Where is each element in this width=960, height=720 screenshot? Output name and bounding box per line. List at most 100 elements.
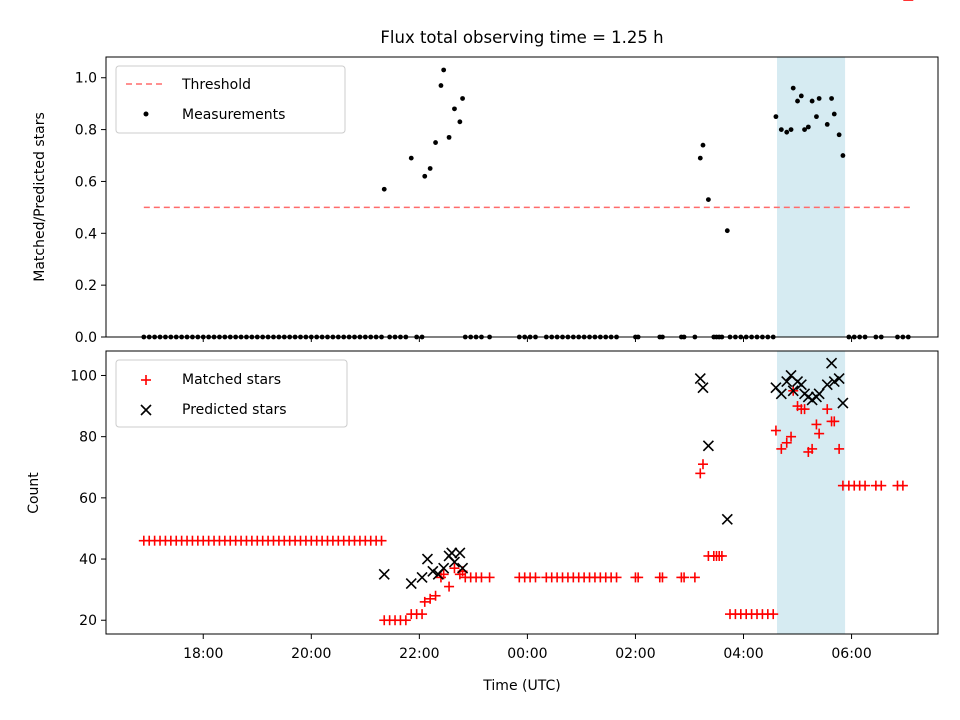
predicted-star-point xyxy=(833,372,845,385)
predicted-star-point xyxy=(795,379,807,391)
measurement-point xyxy=(829,96,834,101)
legend-threshold-label: Threshold xyxy=(181,77,251,93)
predicted-star-point xyxy=(378,568,390,580)
matched-star-point xyxy=(814,428,825,439)
legend-measurements-label: Measurements xyxy=(182,107,285,123)
measurement-point xyxy=(438,83,444,88)
predicted-star-point-b xyxy=(427,565,439,577)
predicted-star-point-b xyxy=(821,379,833,391)
measurement-point xyxy=(460,96,465,101)
predicted-star-point xyxy=(828,376,840,388)
y-tick-label: 0.2 xyxy=(75,278,97,294)
measurement-point xyxy=(805,124,811,130)
predicted-star-point xyxy=(416,571,428,583)
y-tick-label: 0.8 xyxy=(75,123,97,139)
measurement-point xyxy=(724,228,730,234)
predicted-star-point-b xyxy=(833,372,845,385)
matched-star-point xyxy=(417,609,428,620)
predicted-star-point-b xyxy=(770,382,782,394)
matched-star-point xyxy=(438,569,449,580)
predicted-star-point xyxy=(787,385,799,397)
bottom-matched-points xyxy=(138,0,914,626)
y-tick-label: 0.0 xyxy=(75,330,97,346)
matched-star-point xyxy=(768,609,779,620)
measurement-point xyxy=(446,134,452,140)
x-tick-label: 06:00 xyxy=(831,646,871,662)
predicted-star-point-b xyxy=(457,562,469,574)
predicted-star-point xyxy=(781,376,793,388)
measurement-point xyxy=(784,129,790,135)
top-legend: Threshold Measurements xyxy=(115,65,346,134)
legend-matched-label: Matched stars xyxy=(182,372,281,388)
bottom-legend: Matched stars Predicted stars xyxy=(115,359,348,428)
y-tick-label: 80 xyxy=(79,430,97,446)
predicted-star-point xyxy=(837,397,849,409)
predicted-star-point xyxy=(421,553,434,565)
measurement-point xyxy=(452,106,457,112)
x-tick-label: 18:00 xyxy=(183,646,223,662)
matched-star-point xyxy=(786,431,797,442)
matched-star-point xyxy=(400,615,411,626)
measurement-point xyxy=(427,166,433,171)
top-x-ticks xyxy=(202,337,853,342)
legend-matched-marker xyxy=(141,375,151,385)
y-tick-label: 20 xyxy=(79,613,97,629)
matched-star-point xyxy=(530,572,541,583)
bottom-y-axis-label: Count xyxy=(26,472,42,514)
legend-matched-swatch xyxy=(141,375,151,385)
x-tick-label: 04:00 xyxy=(723,646,763,662)
measurement-point xyxy=(700,142,706,148)
legend-measurements-swatch xyxy=(143,111,149,117)
matched-star-point xyxy=(770,425,781,436)
measurement-point xyxy=(381,186,387,192)
matched-star-point xyxy=(376,535,387,546)
matched-star-point xyxy=(449,563,460,574)
matched-star-point xyxy=(697,459,708,470)
y-tick-label: 60 xyxy=(79,491,97,507)
matched-star-point xyxy=(689,572,700,583)
predicted-star-point xyxy=(775,388,787,400)
matched-star-point xyxy=(425,593,436,604)
measurement-point xyxy=(705,197,711,202)
top-plot-frame xyxy=(105,56,939,338)
measurement-point xyxy=(814,114,819,120)
predicted-star-point xyxy=(826,357,838,369)
bottom-plot-frame xyxy=(105,350,939,635)
predicted-star-point-b xyxy=(775,388,787,400)
top-panel: Flux total observing time = 1.25 h 0.00.… xyxy=(32,28,939,346)
predicted-star-point xyxy=(405,577,417,590)
bottom-x-axis-label: Time (UTC) xyxy=(482,678,560,694)
matched-star-point xyxy=(781,437,792,448)
measurement-point xyxy=(790,85,796,91)
legend-predicted-swatch xyxy=(140,404,152,416)
predicted-star-point-b xyxy=(721,513,733,525)
measurement-point xyxy=(824,122,830,127)
matched-star-point xyxy=(829,416,840,427)
bottom-legend-box xyxy=(115,359,348,428)
bottom-predicted-points xyxy=(378,357,849,590)
predicted-star-point-b xyxy=(787,385,799,397)
matched-star-point xyxy=(430,590,441,601)
predicted-star-point xyxy=(438,562,450,574)
y-tick-label: 1.0 xyxy=(75,71,97,87)
bottom-panel: 20 40 60 80 100 18:00 20:00 22:00 00:00 02:00 04:… xyxy=(26,0,939,694)
matched-star-point xyxy=(419,596,430,607)
top-y-axis: 0.0 0.2 0.4 0.6 0.8 1.0 xyxy=(75,71,106,346)
legend-predicted-marker-b xyxy=(140,404,152,416)
bottom-x-axis: 18:00 20:00 22:00 00:00 02:00 04:00 06:00 xyxy=(183,634,872,662)
predicted-star-point-b xyxy=(837,397,849,409)
measurement-point xyxy=(809,98,815,104)
x-tick-label: 20:00 xyxy=(291,646,331,662)
predicted-star-point xyxy=(446,547,458,559)
predicted-star-point-b xyxy=(826,357,838,369)
measurement-point xyxy=(831,111,837,117)
measurement-point xyxy=(408,155,414,161)
predicted-star-point-b xyxy=(438,562,450,574)
legend-predicted-marker xyxy=(140,404,152,416)
matched-star-point xyxy=(611,572,622,583)
x-tick-label: 02:00 xyxy=(615,646,655,662)
predicted-star-point xyxy=(427,565,439,577)
predicted-star-point-b xyxy=(694,372,706,385)
predicted-star-point xyxy=(702,440,714,452)
predicted-star-point xyxy=(448,556,461,568)
